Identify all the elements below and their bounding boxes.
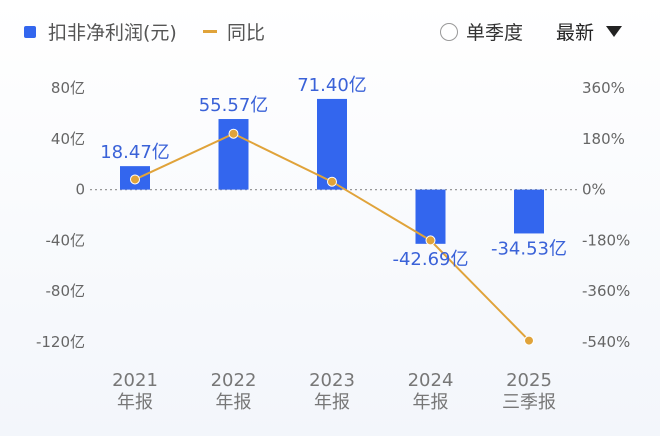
y-right-tick-label: -360% [582, 282, 630, 300]
quarter-toggle[interactable]: 单季度 [440, 18, 523, 45]
x-tick-period: 年报 [314, 392, 350, 413]
y-left-tick-label: -120亿 [36, 333, 85, 351]
legend-bar-label: 扣非净利润(元) [48, 22, 177, 44]
x-tick-year: 2022 [211, 370, 257, 391]
x-tick-period: 三季报 [502, 392, 556, 413]
yoy-point [327, 176, 337, 187]
bar [317, 98, 347, 190]
bar-value-label: 71.40亿 [297, 75, 367, 96]
bar-value-label: 55.57亿 [199, 95, 269, 116]
radio-icon[interactable] [440, 22, 458, 41]
y-right-tick-label: 0% [582, 181, 606, 199]
legend-line: 同比 [203, 18, 265, 45]
x-tick-year: 2025 [506, 370, 552, 391]
y-right-tick-label: 360% [582, 79, 625, 97]
bar [514, 189, 544, 234]
quarter-toggle-label: 单季度 [466, 22, 524, 44]
y-left-tick-label: 0 [75, 181, 85, 199]
sort-dropdown[interactable]: 最新 [556, 18, 623, 45]
x-tick-period: 年报 [413, 392, 449, 413]
y-right-tick-label: -540% [582, 333, 630, 351]
yoy-point [524, 335, 534, 346]
bar-value-label: -42.69亿 [392, 249, 468, 270]
sort-dropdown-label: 最新 [556, 22, 595, 44]
bar-value-label: -34.53亿 [491, 238, 567, 259]
y-left-tick-label: 40亿 [51, 130, 85, 148]
x-tick-year: 2024 [408, 370, 454, 391]
line-legend-swatch [203, 30, 217, 33]
x-tick-year: 2021 [112, 370, 158, 391]
x-tick-period: 年报 [216, 392, 252, 413]
y-left-tick-label: -80亿 [46, 282, 86, 300]
x-tick-period: 年报 [117, 392, 153, 413]
chevron-down-icon[interactable] [606, 26, 623, 37]
yoy-point [228, 128, 239, 139]
legend-line-label: 同比 [227, 22, 266, 44]
yoy-point [130, 174, 140, 185]
y-left-tick-label: -40亿 [46, 231, 86, 249]
legend-bar: 扣非净利润(元) [24, 18, 177, 45]
y-left-tick-label: 80亿 [51, 79, 85, 97]
y-right-tick-label: 180% [582, 130, 625, 148]
bar-legend-swatch [24, 25, 36, 38]
y-right-tick-label: -180% [582, 231, 630, 249]
bar-value-label: 18.47亿 [100, 142, 170, 163]
yoy-point [425, 235, 436, 246]
x-tick-year: 2023 [309, 370, 355, 391]
